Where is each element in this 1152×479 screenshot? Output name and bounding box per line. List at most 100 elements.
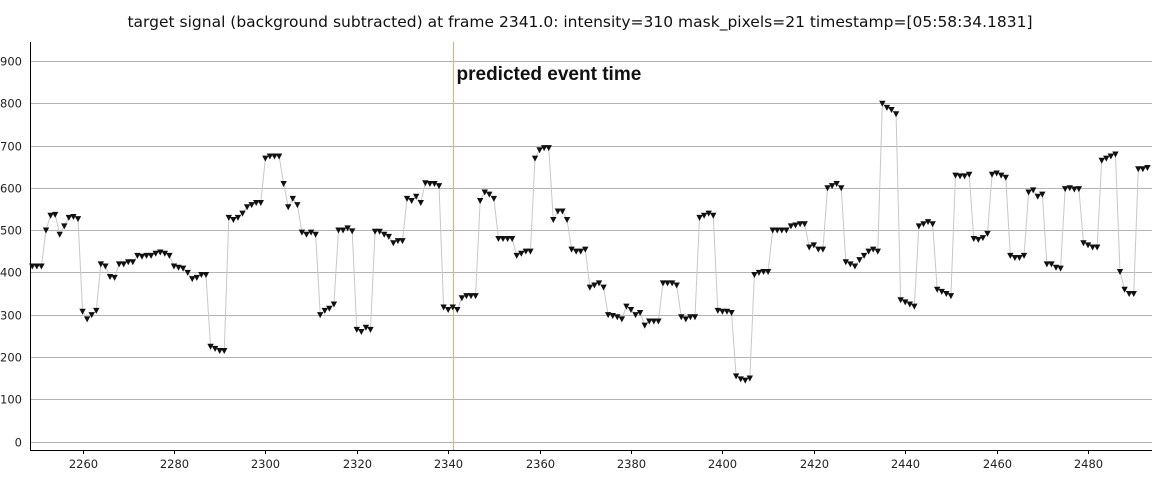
data-point bbox=[390, 240, 397, 247]
x-tick-label-2480: 2480 bbox=[1074, 457, 1103, 471]
data-point bbox=[879, 100, 886, 107]
data-point bbox=[796, 221, 804, 228]
data-point bbox=[554, 208, 562, 215]
data-point bbox=[376, 228, 383, 235]
data-point bbox=[51, 211, 59, 218]
axes: 0 100 200 300 400 500 600 700 800 900 2260 2280 2300… bbox=[0, 42, 1152, 471]
x-tick-label-2380: 2380 bbox=[617, 457, 646, 471]
data-point bbox=[33, 263, 41, 270]
data-point bbox=[536, 147, 543, 154]
data-point bbox=[1125, 290, 1133, 297]
data-point bbox=[207, 343, 214, 350]
data-point bbox=[358, 329, 365, 336]
data-point bbox=[870, 246, 877, 253]
data-point bbox=[550, 216, 557, 223]
data-point bbox=[1048, 261, 1055, 268]
data-point bbox=[102, 263, 109, 270]
data-point bbox=[678, 314, 685, 321]
data-point bbox=[431, 181, 438, 188]
y-tick-label-0: 0 bbox=[15, 436, 22, 450]
data-point bbox=[623, 303, 630, 310]
data-point bbox=[321, 307, 328, 314]
data-point bbox=[801, 221, 808, 228]
data-point bbox=[408, 197, 415, 204]
data-point bbox=[815, 246, 822, 253]
data-point bbox=[426, 181, 434, 188]
data-point bbox=[61, 223, 68, 230]
data-point bbox=[924, 219, 932, 226]
data-point bbox=[266, 153, 274, 160]
data-point bbox=[860, 252, 868, 259]
data-point bbox=[65, 214, 73, 221]
data-point bbox=[687, 314, 694, 321]
data-point bbox=[147, 252, 155, 259]
data-point bbox=[1025, 189, 1032, 196]
y-tick-label-600: 600 bbox=[0, 182, 22, 196]
data-point bbox=[641, 322, 648, 329]
data-point bbox=[403, 195, 411, 202]
data-point bbox=[225, 214, 233, 221]
series-line bbox=[32, 102, 1148, 381]
series-line-1 bbox=[32, 102, 1148, 381]
data-point bbox=[125, 259, 132, 266]
data-point bbox=[202, 271, 210, 278]
data-point bbox=[696, 214, 703, 221]
data-point bbox=[1034, 193, 1041, 200]
data-point bbox=[650, 318, 658, 325]
data-point bbox=[906, 301, 913, 308]
data-point bbox=[847, 261, 854, 268]
data-point bbox=[330, 301, 338, 308]
data-points bbox=[29, 100, 1151, 384]
x-tick-label-2260: 2260 bbox=[69, 457, 98, 471]
data-point bbox=[627, 307, 635, 314]
data-point bbox=[595, 280, 603, 287]
data-point bbox=[298, 229, 306, 236]
data-point bbox=[947, 293, 955, 300]
x-tick-label-2280: 2280 bbox=[160, 457, 189, 471]
data-point bbox=[943, 290, 950, 297]
data-point bbox=[115, 261, 123, 268]
data-point bbox=[760, 268, 767, 275]
data-point bbox=[975, 236, 982, 243]
data-point bbox=[476, 197, 484, 204]
data-point bbox=[285, 204, 292, 211]
data-point bbox=[371, 228, 379, 235]
data-point bbox=[1084, 242, 1092, 249]
y-tick-label-700: 700 bbox=[0, 140, 22, 154]
data-point bbox=[755, 269, 763, 276]
data-point bbox=[787, 223, 795, 230]
data-point bbox=[664, 280, 671, 287]
data-point bbox=[513, 252, 520, 259]
data-point bbox=[248, 202, 255, 209]
x-tick-label-2360: 2360 bbox=[526, 457, 555, 471]
data-point bbox=[614, 314, 621, 321]
data-point bbox=[184, 269, 191, 276]
data-point bbox=[540, 145, 548, 152]
chart-title: target signal (background subtracted) at… bbox=[127, 13, 1032, 32]
data-point bbox=[732, 373, 740, 380]
data-point bbox=[1144, 164, 1151, 171]
data-point bbox=[97, 261, 105, 268]
data-point bbox=[193, 274, 201, 281]
y-tick-label-100: 100 bbox=[0, 393, 22, 407]
x-tick-label-2460: 2460 bbox=[983, 457, 1012, 471]
data-point bbox=[1135, 166, 1142, 173]
data-point bbox=[1052, 264, 1060, 271]
data-point bbox=[463, 293, 470, 300]
data-point bbox=[1093, 244, 1101, 251]
data-point bbox=[838, 185, 845, 192]
data-point bbox=[993, 170, 1000, 177]
data-point bbox=[326, 305, 333, 312]
data-point bbox=[700, 212, 708, 219]
data-point bbox=[668, 280, 676, 287]
data-point bbox=[234, 214, 242, 221]
data-point bbox=[1121, 286, 1128, 293]
data-point bbox=[367, 326, 374, 333]
data-point bbox=[179, 265, 187, 272]
data-point bbox=[38, 263, 45, 270]
data-point bbox=[522, 248, 530, 255]
data-point bbox=[892, 111, 900, 118]
data-point bbox=[42, 227, 50, 234]
data-point bbox=[545, 145, 552, 152]
data-point bbox=[691, 314, 699, 321]
